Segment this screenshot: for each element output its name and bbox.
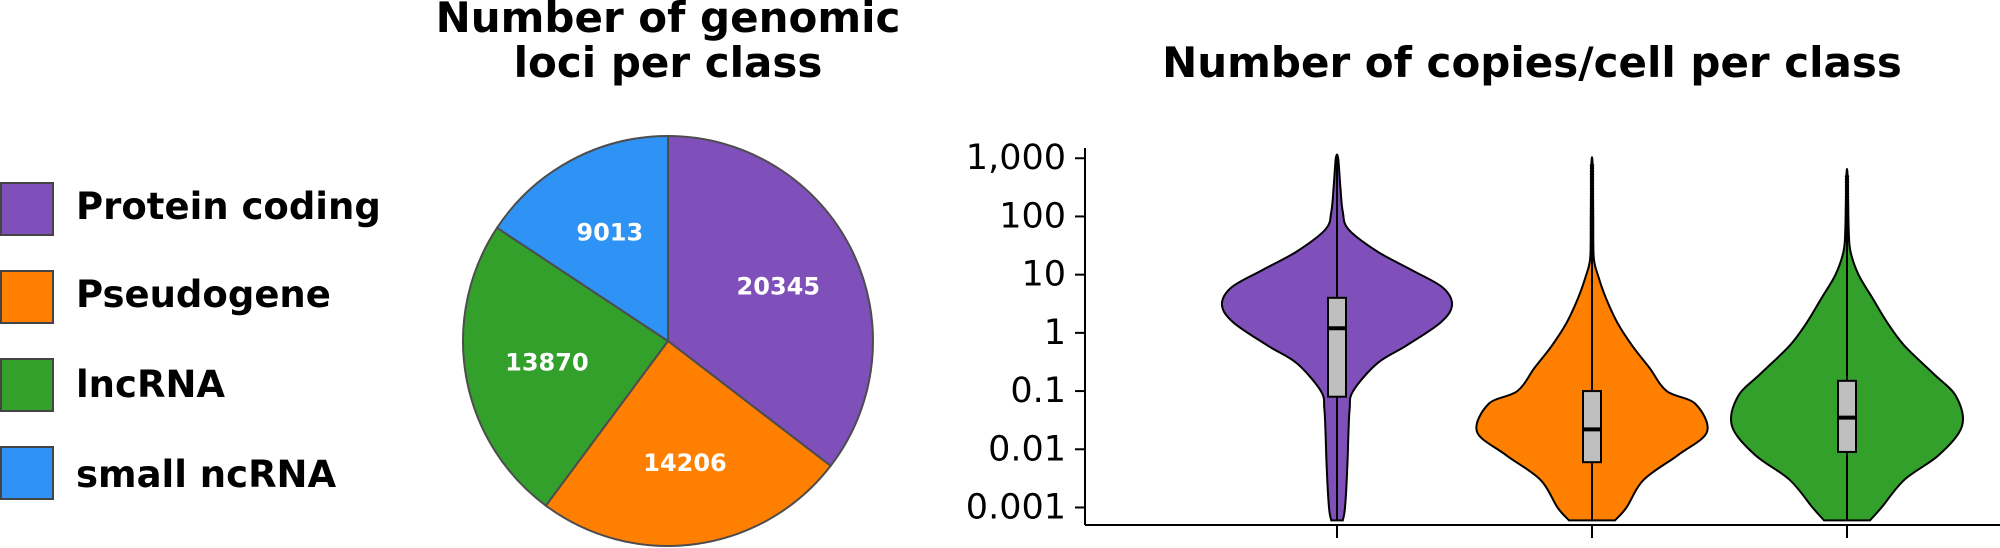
pie-label-small-ncrna: 9013 <box>576 219 643 247</box>
violin-protein-coding <box>1220 153 1454 522</box>
legend-label-small-ncrna: small ncRNA <box>76 453 337 496</box>
violin-pseudogene <box>1475 156 1709 522</box>
pie-title-line-1: Number of genomic <box>436 0 901 42</box>
y-tick-label: 10 <box>1021 255 1066 295</box>
pie-chart: 20345 14206 13870 9013 <box>462 134 874 547</box>
violin-outlier-pseudogene <box>1589 163 1595 168</box>
legend-label-protein-coding: Protein coding <box>76 185 381 228</box>
violin-axes <box>1084 148 2000 538</box>
legend: Protein coding Pseudogene lncRNA small n… <box>0 182 381 500</box>
pie-slice-small-ncrna <box>495 134 669 343</box>
pie-slice-lncrna <box>462 226 670 508</box>
violin-lncrna <box>1730 168 1964 522</box>
legend-swatch-small-ncrna <box>0 446 54 500</box>
violin-title: Number of copies/cell per class <box>1162 38 1902 87</box>
y-tick-label: 0.01 <box>988 429 1066 469</box>
pie-slice-protein-coding <box>667 134 874 468</box>
y-tick-label: 1,000 <box>966 138 1066 178</box>
y-tick-label: 0.001 <box>966 487 1066 527</box>
y-tick-label: 100 <box>999 196 1066 236</box>
y-tick-label: 0.1 <box>1010 371 1066 411</box>
violin-iqr-box-pseudogene <box>1582 390 1602 464</box>
pie-label-pseudogene: 14206 <box>643 449 727 477</box>
y-ticks: 0.001 0.01 0.1 1 10 100 1,000 <box>966 138 1085 527</box>
pie-slice-pseudogene <box>544 339 832 547</box>
legend-label-pseudogene: Pseudogene <box>76 273 331 316</box>
y-tick-label: 1 <box>1044 313 1066 353</box>
violin-iqr-box-protein-coding <box>1327 296 1347 398</box>
legend-label-lncrna: lncRNA <box>76 363 225 406</box>
pie-label-protein-coding: 20345 <box>737 273 821 301</box>
legend-swatch-protein-coding <box>0 182 54 236</box>
pie-label-lncrna: 13870 <box>505 348 589 376</box>
legend-swatch-lncrna <box>0 358 54 412</box>
pie-title-line-2: loci per class <box>514 38 823 87</box>
violin-outlier-lncrna <box>1844 174 1850 179</box>
legend-swatch-pseudogene <box>0 270 54 324</box>
